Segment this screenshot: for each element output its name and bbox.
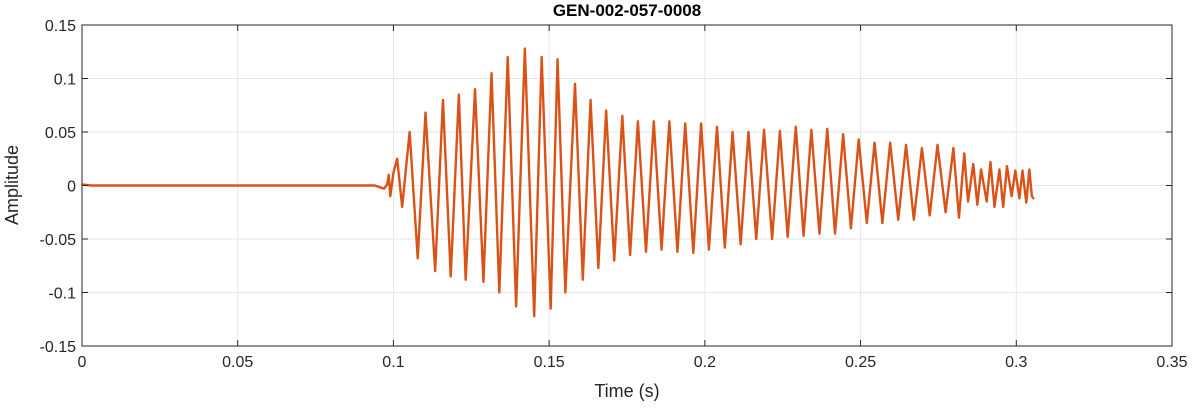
chart-title: GEN-002-057-0008	[553, 1, 701, 20]
tick-layer: 0 0.05 0.1 0.15 0.2 0.25 0.3 0.35 -0.15 -0.1 -0.05…	[40, 18, 1188, 371]
data-layer	[80, 47, 1035, 318]
x-tick-label: 0.2	[694, 354, 716, 371]
y-tick-label: 0.05	[45, 125, 76, 142]
y-axis-label: Amplitude	[2, 145, 22, 225]
x-tick-label: 0.05	[222, 354, 253, 371]
x-tick-label: 0.25	[845, 354, 876, 371]
y-tick-label: 0	[67, 179, 76, 196]
y-tick-label: -0.1	[48, 286, 76, 303]
x-tick-label: 0.3	[1005, 354, 1027, 371]
y-tick-label: 0.1	[54, 72, 76, 89]
x-tick-label: 0.15	[534, 354, 565, 371]
signal-series-line	[80, 47, 1035, 318]
y-tick-label: 0.15	[45, 18, 76, 35]
x-tick-label: 0.1	[382, 354, 404, 371]
x-tick-label: 0.35	[1156, 354, 1187, 371]
x-tick-label: 0	[78, 354, 87, 371]
y-tick-label: -0.15	[40, 339, 77, 356]
y-tick-label: -0.05	[40, 232, 77, 249]
x-axis-label: Time (s)	[594, 381, 659, 401]
